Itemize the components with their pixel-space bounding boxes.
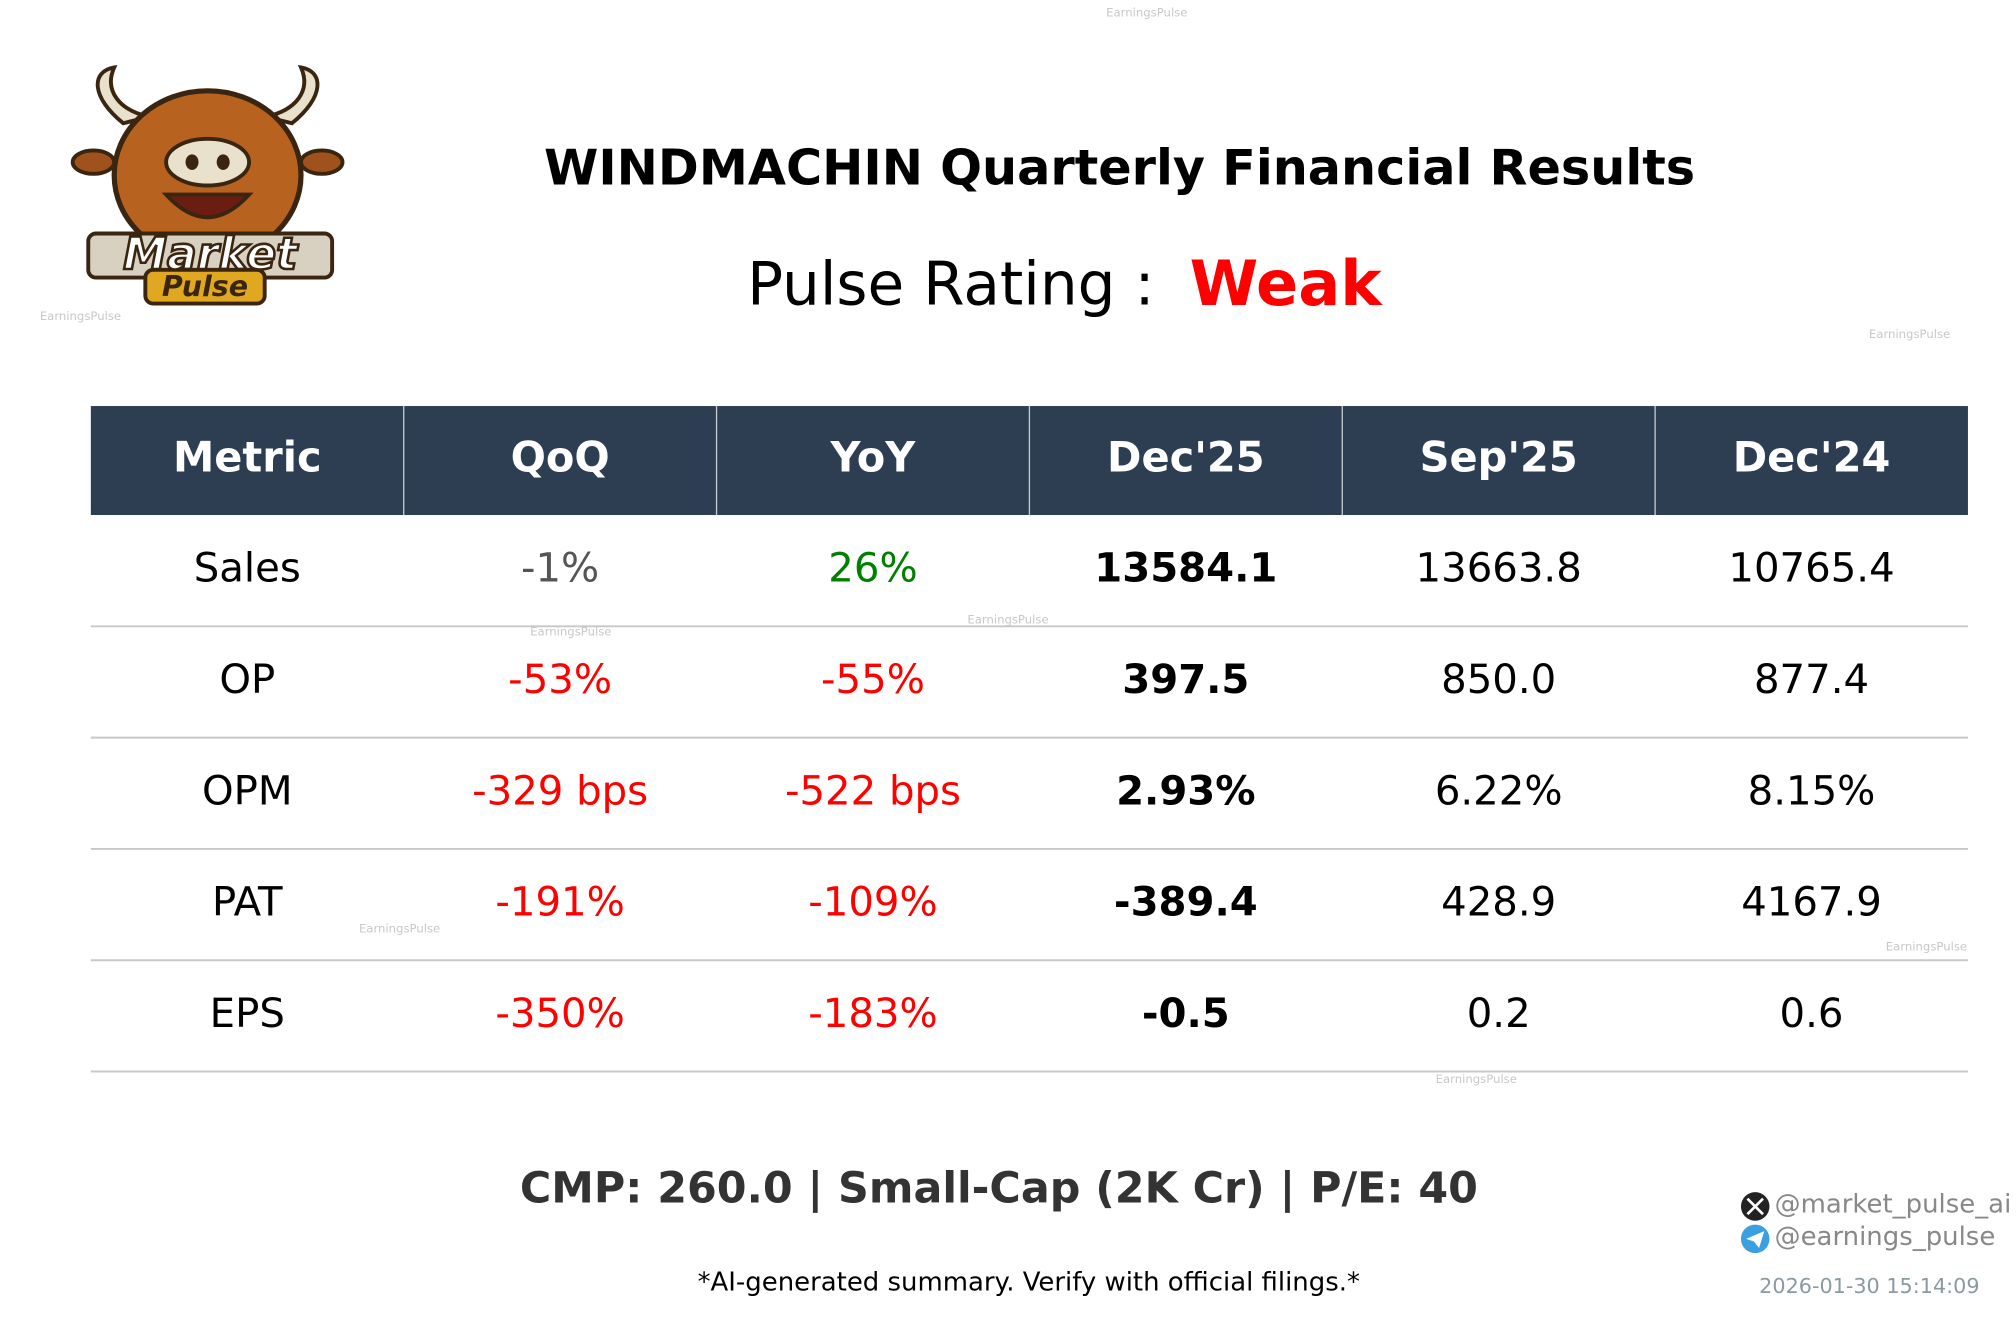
ear-right (299, 148, 345, 176)
column-header: QoQ (511, 433, 610, 482)
table-cell: EPS (210, 991, 285, 1037)
watermark: EarningsPulse (967, 613, 1048, 627)
timestamp: 2026-01-30 15:14:09 (1759, 1274, 1979, 1298)
column-header: Dec'24 (1733, 433, 1891, 482)
telegram-icon (1746, 1231, 1765, 1248)
table-cell: -1% (521, 546, 599, 592)
table-cell: 13663.8 (1416, 546, 1582, 592)
rating-label: Pulse Rating : (747, 251, 1154, 320)
watermark: EarningsPulse (1106, 5, 1187, 19)
table-cell: -522 bps (785, 768, 961, 814)
table-cell: 2.93% (1116, 768, 1255, 814)
telegram-handle[interactable]: @earnings_pulse (1775, 1222, 1996, 1252)
table-cell: -55% (821, 657, 925, 703)
mouth (161, 192, 254, 220)
column-header: Metric (173, 433, 322, 482)
table-cell: 0.6 (1780, 991, 1844, 1037)
table-cell: -109% (808, 880, 937, 926)
table-cell: -0.5 (1142, 991, 1230, 1037)
table-cell: -350% (495, 991, 624, 1037)
x-icon (1746, 1197, 1764, 1216)
table-cell: -53% (508, 657, 612, 703)
watermark: EarningsPulse (359, 921, 440, 935)
column-header: Sep'25 (1420, 433, 1578, 482)
table-cell: PAT (212, 880, 283, 926)
table-cell: 877.4 (1754, 657, 1869, 703)
title: WINDMACHIN Quarterly Financial Results (544, 139, 1695, 197)
watermarks: EarningsPulse EarningsPulse EarningsPulse E… (40, 5, 1967, 1085)
snout (164, 136, 252, 188)
watermark: EarningsPulse (40, 309, 121, 323)
rating-value: Weak (1190, 247, 1384, 320)
table-cell: OP (219, 657, 275, 703)
table-cell: 8.15% (1748, 768, 1876, 814)
watermark: EarningsPulse (1869, 327, 1950, 341)
twitter-handle[interactable]: @market_pulse_ai (1775, 1190, 2012, 1220)
nostril (216, 154, 230, 170)
logo-banner (143, 267, 267, 306)
table-cell: 26% (828, 546, 917, 592)
table-cell: -183% (808, 991, 937, 1037)
summary: CMP: 260.0 | Small-Cap (2K Cr) | P/E: 40 (520, 1163, 1478, 1213)
column-header: Dec'25 (1107, 433, 1265, 482)
table-cell: -329 bps (472, 768, 648, 814)
watermark: EarningsPulse (1436, 1072, 1517, 1086)
table-cell: 397.5 (1122, 657, 1249, 703)
ear-left (70, 148, 117, 176)
table-cell: 0.2 (1467, 991, 1531, 1037)
table-cell: -191% (495, 880, 624, 926)
horn-left (95, 64, 150, 126)
results-table: Metric QoQ YoY Dec'25 Sep'25 Dec'24 Sales -1% 26… (90, 406, 1968, 1073)
table-cell: 428.9 (1441, 880, 1556, 926)
table-cell: Sales (194, 546, 301, 592)
table-cell: 6.22% (1435, 768, 1563, 814)
disclaimer: *AI-generated summary. Verify with offic… (698, 1267, 1360, 1297)
watermark: EarningsPulse (1886, 939, 1967, 953)
table-cell: 4167.9 (1741, 880, 1882, 926)
table-cell: OPM (202, 768, 293, 814)
watermark: EarningsPulse (530, 624, 611, 638)
nostril (185, 154, 199, 170)
table-cell: 10765.4 (1728, 546, 1894, 592)
logo: Market Pulse (70, 64, 345, 306)
column-header: YoY (830, 433, 917, 482)
table-cell: -389.4 (1114, 880, 1258, 926)
logo-text: Pulse (162, 270, 248, 303)
logo-text: Market (123, 229, 299, 280)
horn-right (265, 64, 320, 126)
table-cell: 850.0 (1441, 657, 1556, 703)
table-cell: 13584.1 (1094, 546, 1277, 592)
